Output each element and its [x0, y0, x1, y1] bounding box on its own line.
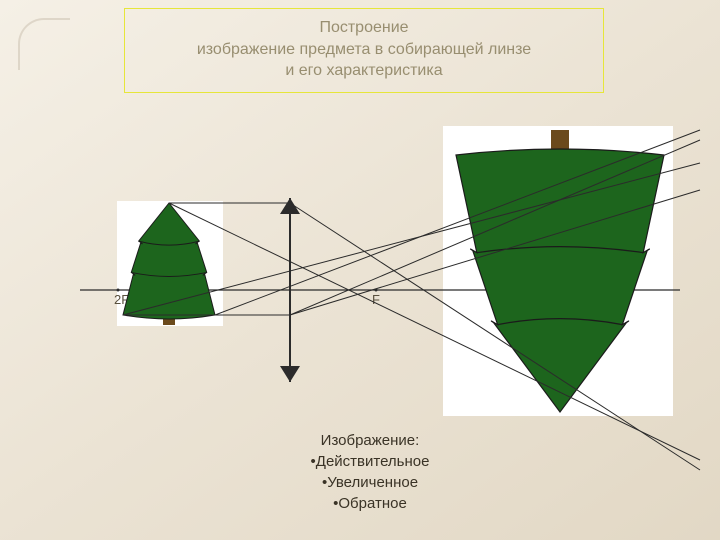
caption-heading: Изображение:: [280, 430, 460, 451]
lens-arrow-down: [280, 366, 300, 382]
lens-arrow-up: [280, 198, 300, 214]
image-caption: Изображение: •Действительное•Увеличенное…: [280, 430, 460, 514]
caption-item: •Действительное: [280, 451, 460, 472]
caption-item: •Обратное: [280, 493, 460, 514]
caption-item: •Увеличенное: [280, 472, 460, 493]
slide: Построение изображение предмета в собира…: [0, 0, 720, 540]
